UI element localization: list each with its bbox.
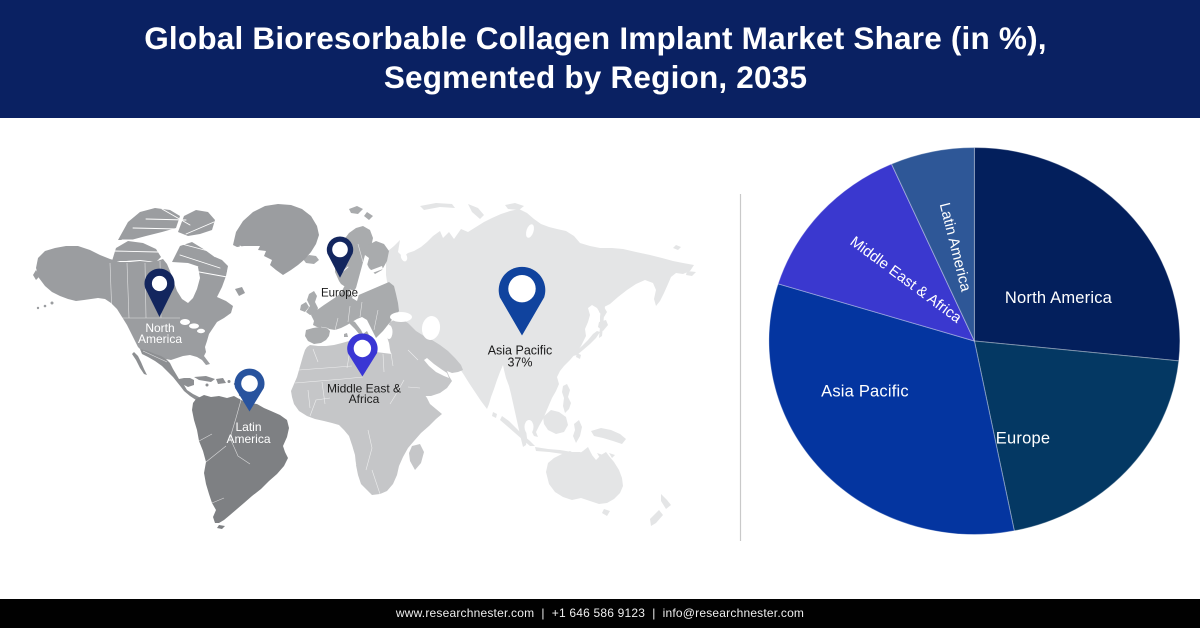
svg-text:Middle East &: Middle East & [327,381,401,395]
svg-text:Europe: Europe [996,430,1050,448]
svg-text:37%: 37% [507,356,532,370]
svg-text:Asia Pacific: Asia Pacific [488,344,553,358]
svg-text:Asia Pacific: Asia Pacific [821,383,909,401]
svg-text:North America: North America [1005,289,1113,307]
svg-text:Africa: Africa [349,392,380,406]
svg-text:Latin: Latin [235,420,261,434]
svg-text:America: America [226,432,270,446]
svg-text:North: North [145,321,174,335]
svg-text:America: America [138,332,182,346]
svg-text:Europe: Europe [321,288,358,300]
